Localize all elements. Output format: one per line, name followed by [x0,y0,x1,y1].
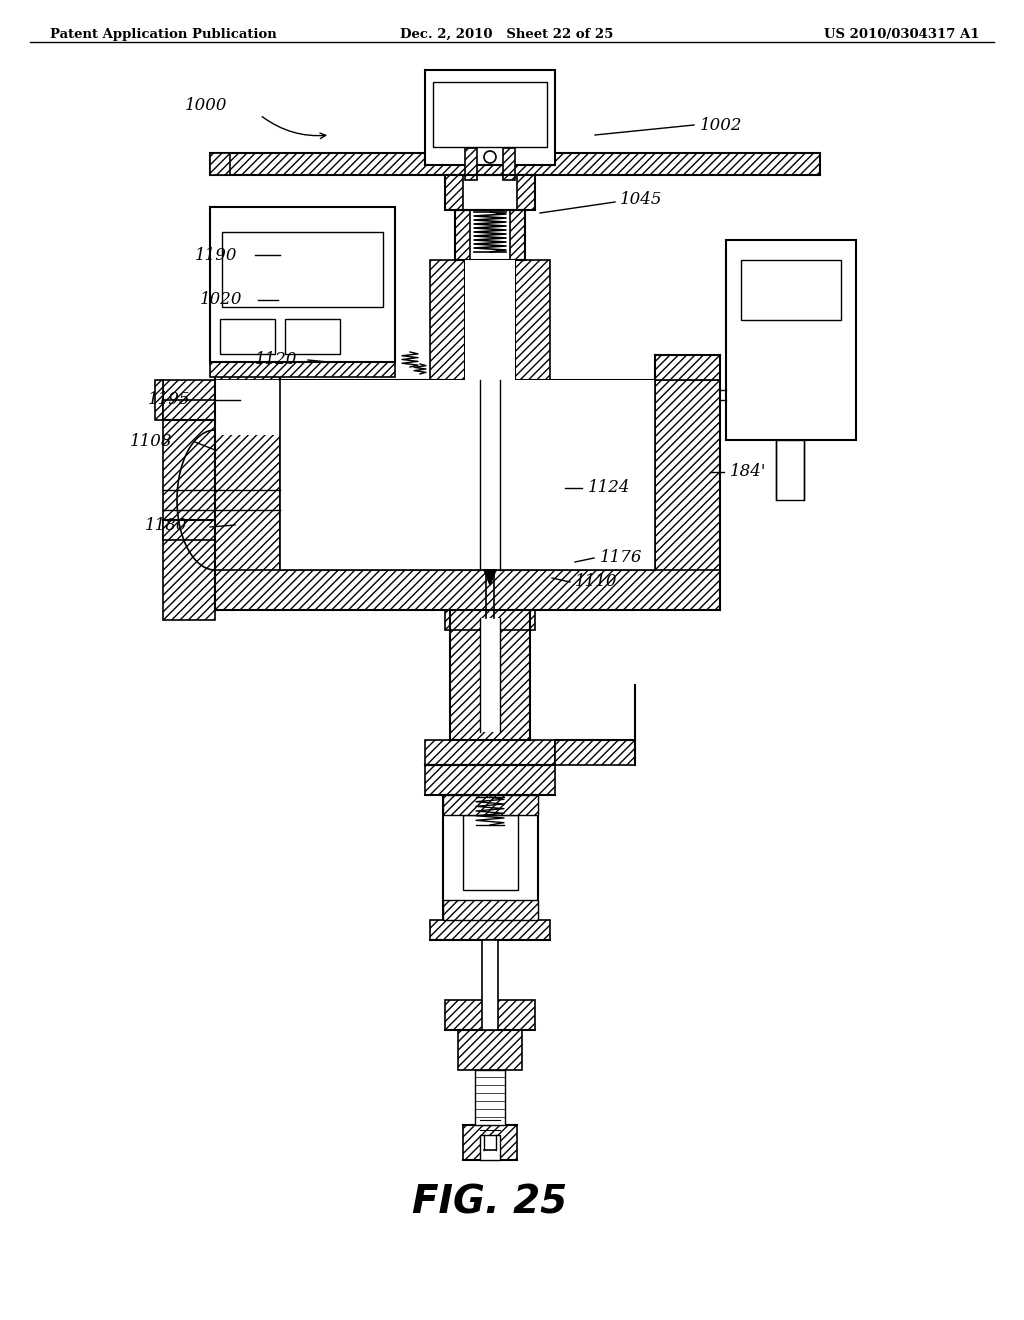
Polygon shape [555,741,635,766]
Polygon shape [222,232,383,308]
Polygon shape [515,260,550,380]
Polygon shape [285,319,340,354]
Polygon shape [220,319,275,354]
Text: 1180: 1180 [145,516,187,533]
Polygon shape [210,153,230,176]
Polygon shape [445,176,463,210]
Text: 1000: 1000 [185,96,227,114]
Polygon shape [465,148,477,180]
Polygon shape [443,795,538,814]
Polygon shape [430,920,550,940]
Polygon shape [450,610,530,741]
Text: FIG. 25: FIG. 25 [413,1183,567,1221]
Polygon shape [741,260,841,319]
Polygon shape [726,240,856,440]
Text: 1124: 1124 [588,479,631,496]
Text: US 2010/0304317 A1: US 2010/0304317 A1 [824,28,980,41]
Polygon shape [148,380,280,436]
Polygon shape [482,940,498,1030]
Polygon shape [443,795,538,920]
Polygon shape [480,618,500,733]
Text: 1020: 1020 [200,292,243,309]
Polygon shape [480,1135,500,1160]
Polygon shape [455,210,470,260]
Polygon shape [517,176,535,210]
Polygon shape [500,380,515,610]
Polygon shape [155,380,163,420]
Polygon shape [215,570,720,610]
Polygon shape [445,1001,535,1030]
Polygon shape [445,610,535,630]
Text: Patent Application Publication: Patent Application Publication [50,28,276,41]
Polygon shape [503,148,515,180]
Polygon shape [210,362,395,378]
Polygon shape [280,260,655,570]
Polygon shape [443,900,538,920]
Polygon shape [163,400,215,420]
Polygon shape [475,1071,505,1125]
Polygon shape [465,380,480,610]
Polygon shape [425,70,555,165]
Polygon shape [655,355,720,380]
Polygon shape [510,210,525,260]
Polygon shape [210,207,395,362]
Polygon shape [425,741,555,766]
Polygon shape [210,153,820,176]
Text: 184': 184' [730,463,767,480]
Polygon shape [463,1125,517,1160]
Text: 1110: 1110 [575,573,617,590]
Polygon shape [458,1030,522,1071]
Polygon shape [463,814,518,890]
Polygon shape [776,440,804,500]
Polygon shape [163,520,215,540]
Polygon shape [215,380,280,610]
Polygon shape [484,570,496,585]
Polygon shape [655,380,720,610]
Text: 1195: 1195 [148,392,190,408]
Polygon shape [215,355,280,380]
Polygon shape [433,82,547,147]
Text: 1045: 1045 [620,191,663,209]
Text: 1002: 1002 [700,116,742,133]
Text: Dec. 2, 2010   Sheet 22 of 25: Dec. 2, 2010 Sheet 22 of 25 [400,28,613,41]
Text: 1108: 1108 [130,433,172,450]
Polygon shape [480,380,500,570]
Text: 1176: 1176 [600,549,642,566]
Polygon shape [425,766,555,795]
Text: 1190: 1190 [195,247,238,264]
Text: 1120: 1120 [255,351,298,368]
Polygon shape [430,260,465,380]
Polygon shape [163,380,215,620]
